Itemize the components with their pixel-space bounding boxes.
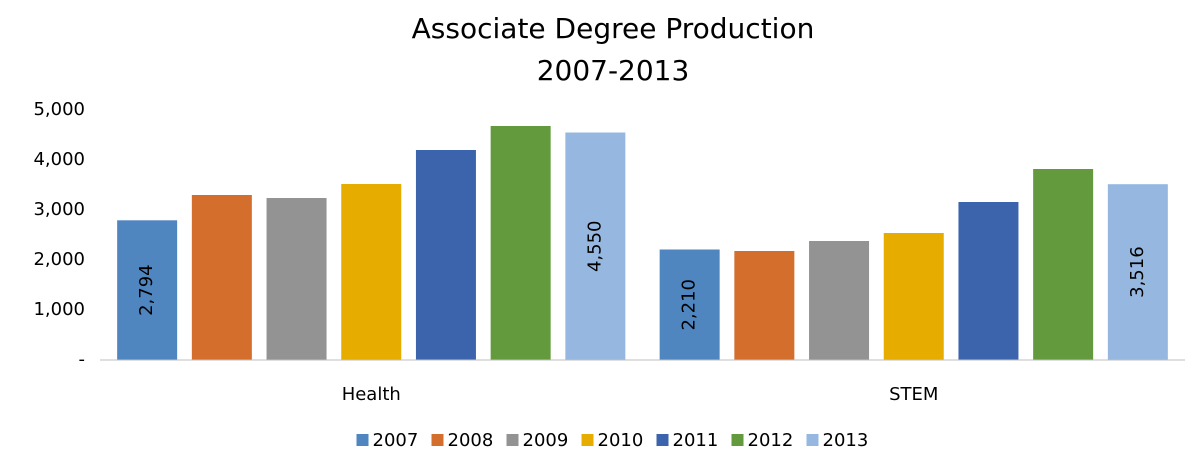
bar <box>341 184 402 360</box>
bar <box>958 202 1019 360</box>
legend-swatch <box>506 434 519 446</box>
chart-title: Associate Degree Production <box>412 12 815 45</box>
legend-label: 2011 <box>673 430 719 451</box>
bar <box>565 132 626 360</box>
bar <box>659 249 720 360</box>
legend-swatch <box>656 434 669 446</box>
data-label: 2,794 <box>136 264 157 316</box>
bar <box>883 233 944 360</box>
legend-label: 2009 <box>523 430 569 451</box>
data-label: 3,516 <box>1127 246 1148 298</box>
x-tick-label: Health <box>342 384 401 405</box>
bar <box>191 195 252 360</box>
bar <box>809 241 870 360</box>
y-tick-label: 2,000 <box>33 249 85 270</box>
bar <box>266 198 327 360</box>
legend-swatch <box>581 434 594 446</box>
legend-label: 2012 <box>748 430 794 451</box>
y-tick-label: - <box>79 349 86 370</box>
legend-swatch <box>356 434 369 446</box>
y-tick-label: 3,000 <box>33 199 85 220</box>
y-tick-label: 5,000 <box>33 99 85 120</box>
legend-label: 2013 <box>823 430 869 451</box>
bar <box>734 251 795 360</box>
data-label: 2,210 <box>679 279 700 331</box>
bar <box>1107 184 1168 360</box>
legend-label: 2007 <box>373 430 419 451</box>
legend-swatch <box>431 434 444 446</box>
chart-subtitle: 2007-2013 <box>537 54 690 87</box>
x-tick-label: STEM <box>889 384 938 405</box>
legend-label: 2010 <box>598 430 644 451</box>
bar <box>415 150 476 360</box>
legend-swatch <box>731 434 744 446</box>
bar <box>117 220 178 360</box>
legend-label: 2008 <box>448 430 494 451</box>
legend-swatch <box>806 434 819 446</box>
bar <box>1033 169 1094 360</box>
data-label: 4,550 <box>584 220 605 272</box>
y-tick-label: 4,000 <box>33 149 85 170</box>
bar <box>490 126 551 360</box>
y-tick-label: 1,000 <box>33 299 85 320</box>
